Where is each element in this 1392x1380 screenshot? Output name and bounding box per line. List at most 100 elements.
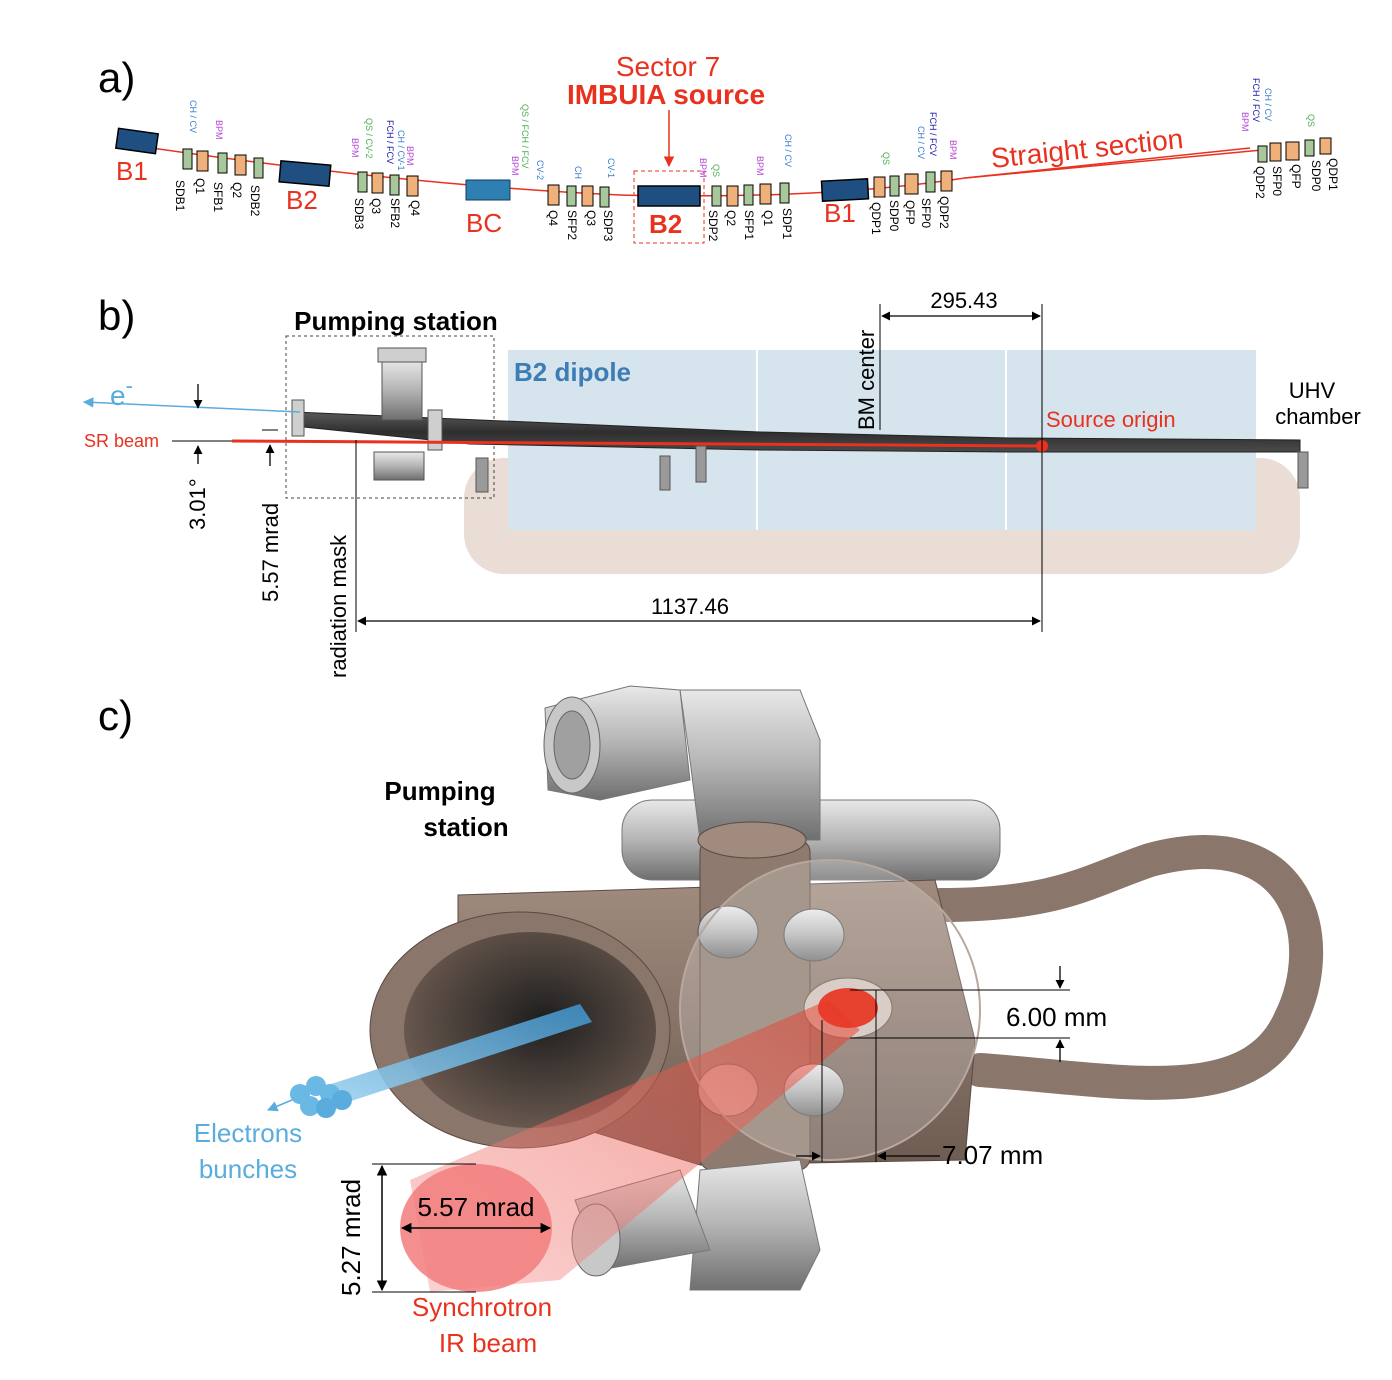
dipole-b1-right: B1 [820,178,870,228]
svg-text:BPM: BPM [214,120,224,140]
electron-bunch-icon [290,1076,352,1118]
cooling-pipe-loop [923,835,1324,1100]
svg-text:Q1: Q1 [193,178,207,194]
svg-text:QDP1: QDP1 [869,202,883,235]
svg-text:Q2: Q2 [230,182,244,198]
angle-mrad-label: 5.57 mrad [258,503,283,602]
pumping-station-c-line2: station [423,812,508,842]
svg-text:CV-1: CV-1 [606,158,616,178]
electron-bunch-arrow [267,1099,293,1112]
svg-text:BPM: BPM [405,146,415,166]
top-elbow-fitting [543,685,1001,881]
sync-label-line2: IR beam [439,1328,537,1358]
svg-text:QFP: QFP [903,200,917,225]
svg-text:CH / CV-1: CH / CV-1 [396,130,406,171]
svg-text:QDP2: QDP2 [1253,166,1267,199]
pumping-station-label: Pumping station [294,306,498,336]
svg-text:CH: CH [573,166,583,179]
panel-a: a) Sector 7 IMBUIA source Straight secti… [98,51,1340,244]
uhv-label-line1: UHV [1289,378,1336,403]
svg-text:QFP: QFP [1289,164,1303,189]
electron-direction [82,397,301,413]
source-title: IMBUIA source [567,79,765,110]
svg-text:CV-2: CV-2 [535,160,545,180]
dipole-bc: BC [465,179,511,238]
pump-body [291,347,1309,493]
svg-text:CH / CV: CH / CV [783,134,793,167]
panel-c: c) [98,685,1324,1358]
svg-text:QDP2: QDP2 [937,196,951,229]
svg-text:B1: B1 [824,198,856,228]
panel-c-label: c) [98,692,133,739]
svg-text:Q4: Q4 [408,200,422,216]
svg-text:BPM: BPM [350,138,360,158]
svg-text:QS: QS [1306,114,1316,127]
svg-text:Q2: Q2 [724,210,738,226]
svg-text:SDP0: SDP0 [887,200,901,232]
svg-text:QDP1: QDP1 [1326,158,1340,191]
aperture-h-label: 7.07 mm [942,1140,1043,1170]
dim-bottom-label: 1137.46 [651,594,729,619]
svg-text:SDP3: SDP3 [601,210,615,242]
svg-text:SDB2: SDB2 [248,185,262,217]
sector-title: Sector 7 [616,51,720,82]
svg-text:B1: B1 [116,156,148,186]
svg-text:SFP1: SFP1 [742,210,756,240]
svg-text:SDB3: SDB3 [352,198,366,230]
svg-text:BC: BC [466,208,502,238]
svg-text:FCH / FCV: FCH / FCV [1251,78,1261,122]
svg-text:QS: QS [881,152,891,165]
panel-a-label: a) [98,54,135,101]
sync-label-line1: Synchrotron [412,1292,552,1322]
svg-text:B2: B2 [286,185,318,215]
dim-top-label: 295.43 [930,288,997,313]
pumping-station-c-line1: Pumping [384,776,495,806]
angle-3deg-label: 3.01° [185,478,210,530]
svg-text:Q3: Q3 [369,198,383,214]
b2-dipole-label: B2 dipole [514,357,631,387]
radiation-mask-label: radiation mask [326,534,351,678]
sr-beam-line [231,439,1043,448]
svg-text:CH / CV: CH / CV [188,100,198,133]
svg-text:SDP2: SDP2 [706,210,720,242]
electrons-label-line2: bunches [199,1154,297,1184]
svg-text:SFB1: SFB1 [211,182,225,212]
pumping-station-box [285,335,495,499]
aperture-v-label: 6.00 mm [1006,1002,1107,1032]
uhv-label-line2: chamber [1275,404,1361,429]
svg-text:SFP0: SFP0 [919,198,933,228]
svg-text:FCH / FCV: FCH / FCV [385,120,395,164]
svg-text:SDB1: SDB1 [173,180,187,212]
svg-text:Q1: Q1 [761,210,775,226]
svg-text:SFP2: SFP2 [565,210,579,240]
svg-text:BPM: BPM [755,156,765,176]
svg-text:BPM: BPM [698,158,708,178]
svg-text:BPM: BPM [948,140,958,160]
beam-v-label: 5.27 mrad [336,1179,366,1296]
source-origin-label: Source origin [1046,407,1176,432]
sr-beam-label: SR beam [84,431,159,451]
bm-center-label: BM center [854,330,879,430]
svg-text:SDP1: SDP1 [780,208,794,240]
svg-text:BPM: BPM [510,156,520,176]
svg-text:BPM: BPM [1240,112,1250,132]
electrons-label-line1: Electrons [194,1118,302,1148]
electron-symbol: e- [110,373,133,411]
element-labels: SDB1 Q1 SFB1 Q2 SDB2 SDB3 Q3 SFB2 Q4 Q4 … [173,158,1340,242]
svg-text:SDP0: SDP0 [1309,160,1323,192]
dipole-b2-source: B2 [633,170,705,244]
svg-text:B2: B2 [649,209,682,239]
svg-text:SFP0: SFP0 [1270,166,1284,196]
straight-section-line [964,149,1263,179]
svg-text:CH / CV: CH / CV [1263,88,1273,121]
dipole-b2-left: B2 [278,160,332,215]
svg-text:QS: QS [711,164,721,177]
svg-text:QS / CV-2: QS / CV-2 [364,118,374,159]
svg-text:Q3: Q3 [584,210,598,226]
beam-h-label: 5.57 mrad [417,1192,534,1222]
dipole-b1-left: B1 [114,127,160,186]
electron-beam [328,1004,592,1106]
corrector-labels: CH / CV BPM QS / CV-2 BPM CH / CV-1 FCH … [188,78,1316,180]
svg-text:Q4: Q4 [546,210,560,226]
